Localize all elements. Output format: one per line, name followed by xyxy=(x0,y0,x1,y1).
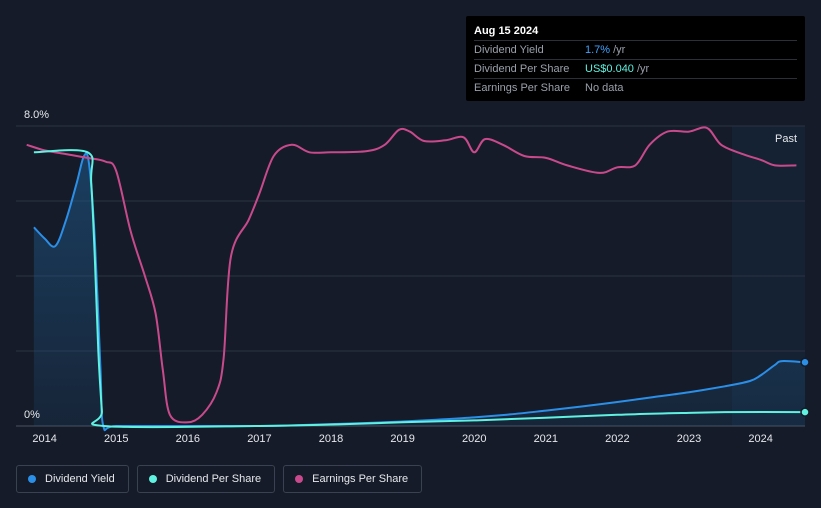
x-tick-label: 2024 xyxy=(748,433,772,445)
legend-item-dividend-per-share[interactable]: Dividend Per Share xyxy=(136,465,276,493)
tooltip-unit: /yr xyxy=(613,44,626,56)
tooltip: Aug 15 2024 Dividend Yield 1.7% /yr Divi… xyxy=(466,16,805,101)
legend: Dividend Yield Dividend Per Share Earnin… xyxy=(16,465,423,493)
tooltip-label: Dividend Per Share xyxy=(474,63,570,75)
dividend-per-share-end-marker xyxy=(800,407,810,417)
legend-item-dividend-yield[interactable]: Dividend Yield xyxy=(16,465,129,493)
past-label: Past xyxy=(775,133,797,145)
x-tick-label: 2016 xyxy=(176,433,200,445)
dividend-yield-area xyxy=(33,153,805,431)
x-tick-label: 2015 xyxy=(104,433,128,445)
series-layer xyxy=(26,126,810,432)
legend-label: Earnings Per Share xyxy=(312,473,409,485)
legend-dot xyxy=(148,475,157,483)
legend-dot xyxy=(295,475,304,483)
x-tick-label: 2018 xyxy=(319,433,343,445)
x-tick-label: 2017 xyxy=(247,433,271,445)
tooltip-label: Earnings Per Share xyxy=(474,82,570,94)
tooltip-value: US$0.040 xyxy=(585,63,634,75)
x-tick-label: 2014 xyxy=(32,433,56,445)
x-tick-label: 2023 xyxy=(677,433,701,445)
x-axis-ticks: 2014 2015 2016 2017 2018 2019 2020 2021 2022 2023… xyxy=(32,433,772,445)
tooltip-date: Aug 15 2024 xyxy=(474,25,539,37)
tooltip-label: Dividend Yield xyxy=(474,44,544,56)
x-tick-label: 2019 xyxy=(390,433,414,445)
dividend-per-share-line xyxy=(33,149,806,429)
y-axis-label-top: 8.0% xyxy=(24,109,49,121)
tooltip-unit: /yr xyxy=(636,63,650,75)
tooltip-row-earnings-per-share: Earnings Per Share No data xyxy=(474,78,797,97)
x-tick-label: 2021 xyxy=(534,433,558,445)
grid-lines xyxy=(16,125,805,427)
earnings-per-share-line xyxy=(26,126,797,424)
tooltip-value: No data xyxy=(585,82,624,94)
x-tick-label: 2022 xyxy=(605,433,629,445)
tooltip-row-dividend-per-share: Dividend Per Share US$0.040 /yr xyxy=(474,59,797,78)
legend-dot xyxy=(28,475,36,483)
legend-label: Dividend Per Share xyxy=(165,473,262,485)
x-tick-label: 2020 xyxy=(462,433,486,445)
tooltip-value: 1.7% xyxy=(585,44,611,56)
y-axis-label-bottom: 0% xyxy=(24,409,40,421)
dividend-yield-end-marker xyxy=(800,357,810,367)
legend-item-earnings-per-share[interactable]: Earnings Per Share xyxy=(283,465,423,493)
tooltip-row-dividend-yield: Dividend Yield 1.7% /yr xyxy=(474,40,797,59)
legend-label: Dividend Yield xyxy=(45,473,115,485)
